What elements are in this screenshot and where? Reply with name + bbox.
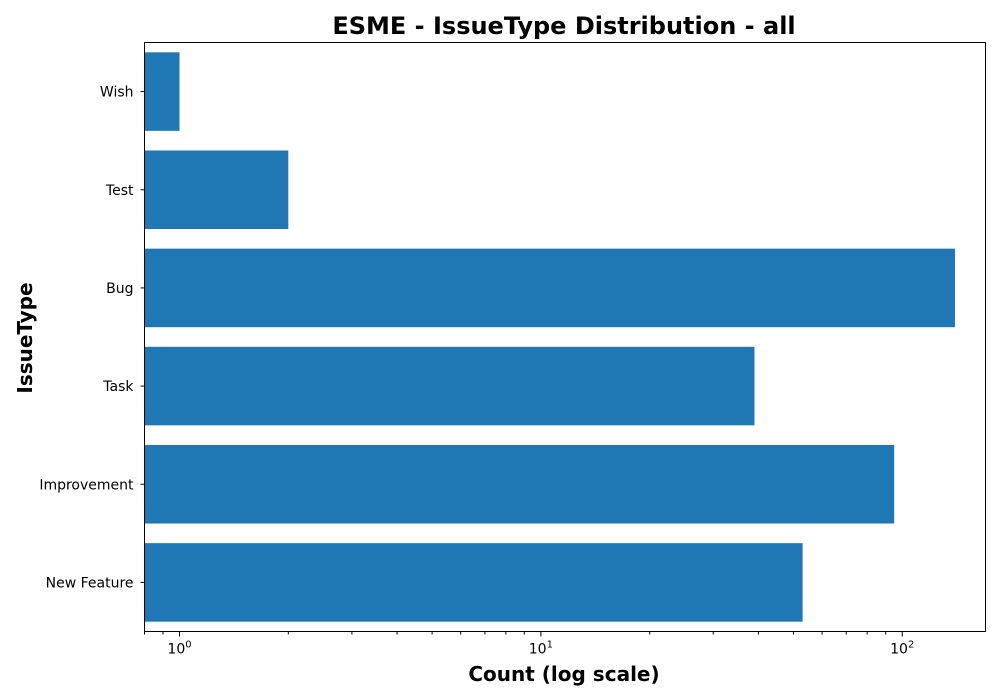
bar-test (144, 150, 289, 230)
x-tick-label: 102 (890, 640, 914, 658)
bars-layer (144, 52, 956, 622)
plot-frame (144, 42, 986, 632)
bar-new-feature (144, 543, 803, 622)
ticks-layer: New Feature Improvement Task Bug Test Wish 100… (39, 85, 914, 658)
x-tick-label: 101 (529, 640, 553, 658)
bar-task (144, 346, 755, 426)
y-tick-label: New Feature (46, 575, 134, 591)
y-axis-label: IssueType (13, 282, 37, 393)
bar-bug (144, 248, 956, 328)
y-tick-label: Task (102, 379, 134, 395)
y-tick-label: Wish (100, 85, 134, 101)
y-tick-label: Bug (106, 281, 133, 297)
bar-improvement (144, 444, 895, 524)
y-tick-label: Improvement (39, 477, 134, 493)
bar-wish (144, 52, 180, 131)
x-tick-label: 100 (167, 640, 191, 658)
x-axis-label: Count (log scale) (468, 662, 659, 686)
chart-title: ESME - IssueType Distribution - all (332, 12, 795, 40)
y-tick-label: Test (105, 183, 134, 199)
